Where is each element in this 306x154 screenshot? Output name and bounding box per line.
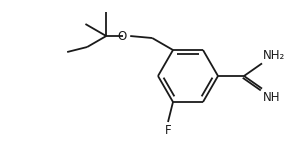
Text: O: O [117, 30, 126, 43]
Text: F: F [165, 124, 171, 137]
Text: NH: NH [263, 91, 281, 104]
Text: NH₂: NH₂ [263, 49, 285, 62]
